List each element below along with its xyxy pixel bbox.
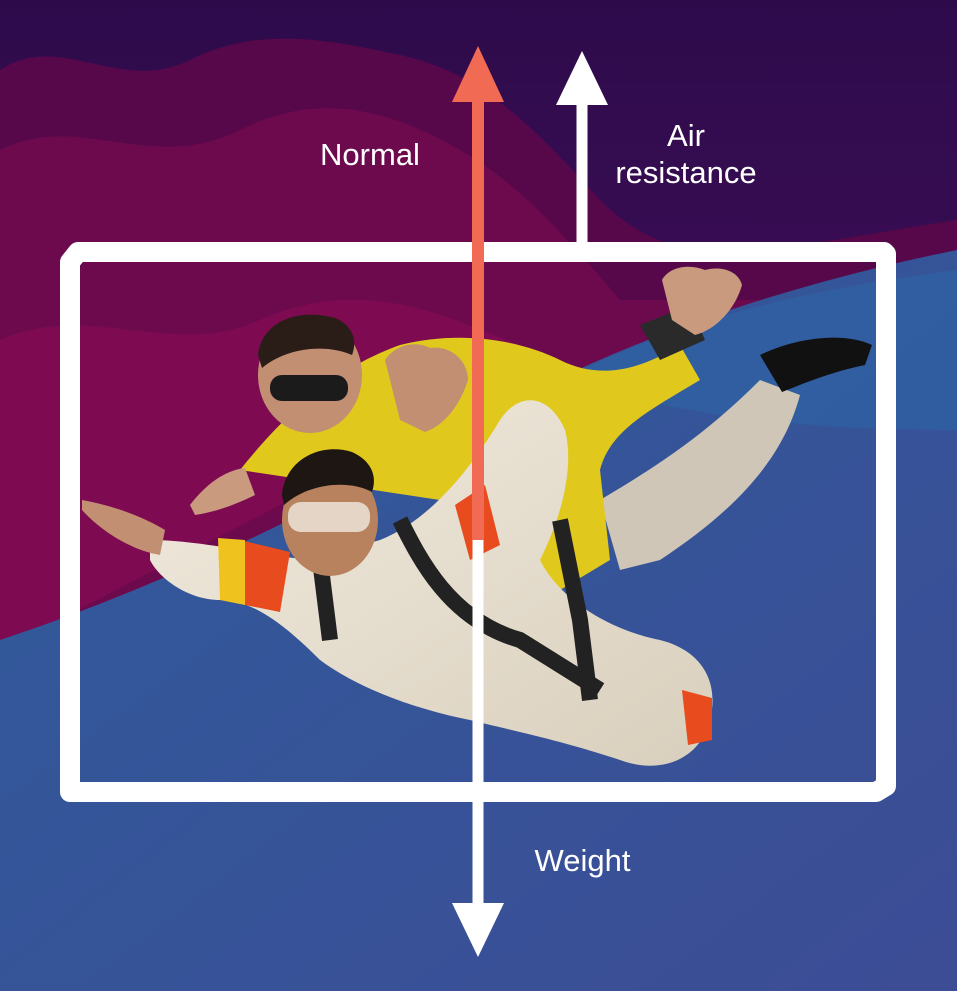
instructor-shoe — [760, 337, 872, 392]
air-resistance-label: Air resistance — [615, 118, 757, 190]
air-resistance-arrow-head — [556, 51, 608, 105]
normal-arrow-head — [452, 46, 504, 102]
instructor-hair — [258, 314, 355, 368]
passenger-hair — [282, 449, 374, 505]
normal-force-label: Normal — [320, 137, 420, 172]
passenger-hand-right — [385, 344, 468, 432]
weight-arrow-head — [452, 903, 504, 957]
passenger-hand-left — [82, 500, 165, 555]
skydivers-illustration — [82, 266, 872, 766]
instructor-hand-left — [190, 468, 255, 515]
weight-force-label: Weight — [534, 843, 631, 878]
passenger-leg-orange — [682, 690, 712, 745]
passenger-goggles — [288, 502, 370, 532]
passenger-sleeve-yellow — [218, 538, 245, 605]
passenger-sleeve-orange — [240, 540, 290, 612]
instructor-hand-right — [662, 266, 742, 335]
object-frame — [60, 242, 896, 802]
instructor-legs — [600, 380, 800, 570]
instructor-goggles — [270, 375, 348, 401]
